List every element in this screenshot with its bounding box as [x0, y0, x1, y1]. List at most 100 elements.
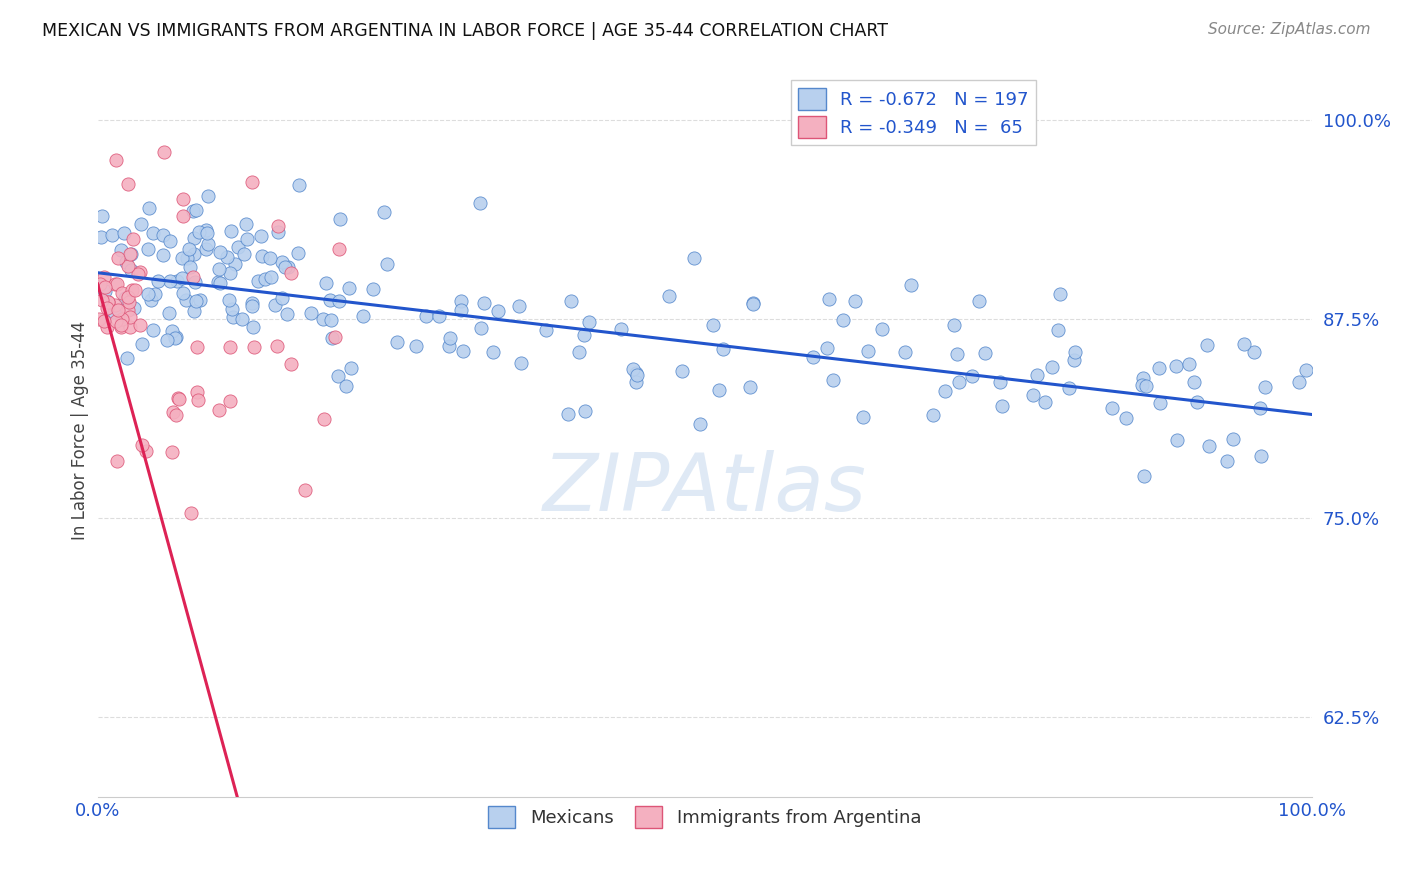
- Point: [122, 301, 145, 315]
- Point: [621, 361, 644, 376]
- Point: [121, 283, 143, 297]
- Point: [187, 392, 209, 407]
- Point: [105, 454, 128, 468]
- Point: [1288, 375, 1310, 389]
- Point: [319, 293, 342, 308]
- Point: [942, 318, 965, 332]
- Point: [578, 315, 600, 329]
- Point: [209, 245, 232, 260]
- Point: [89, 277, 111, 292]
- Point: [138, 201, 160, 215]
- Point: [115, 351, 138, 366]
- Point: [131, 337, 153, 351]
- Point: [120, 263, 142, 277]
- Point: [115, 254, 138, 268]
- Point: [129, 218, 152, 232]
- Point: [218, 293, 240, 307]
- Point: [190, 293, 212, 308]
- Point: [94, 279, 117, 293]
- Point: [427, 309, 450, 323]
- Point: [1222, 432, 1244, 446]
- Point: [319, 313, 342, 327]
- Point: [110, 244, 132, 258]
- Point: [90, 209, 112, 223]
- Point: [568, 344, 591, 359]
- Point: [103, 305, 125, 319]
- Point: [299, 306, 322, 320]
- Point: [165, 330, 187, 344]
- Point: [1130, 378, 1153, 392]
- Point: [105, 277, 128, 291]
- Point: [377, 257, 399, 271]
- Point: [117, 290, 139, 304]
- Point: [1249, 401, 1271, 416]
- Point: [264, 298, 287, 312]
- Point: [228, 240, 250, 254]
- Point: [96, 301, 118, 316]
- Point: [186, 385, 208, 400]
- Point: [159, 274, 181, 288]
- Point: [852, 410, 875, 425]
- Point: [186, 340, 208, 354]
- Point: [1149, 395, 1171, 409]
- Point: [87, 280, 110, 294]
- Point: [242, 319, 264, 334]
- Point: [224, 257, 246, 271]
- Point: [172, 286, 194, 301]
- Point: [107, 251, 129, 265]
- Point: [960, 369, 983, 384]
- Point: [557, 408, 579, 422]
- Point: [560, 294, 582, 309]
- Point: [184, 202, 207, 217]
- Point: [135, 443, 157, 458]
- Point: [894, 345, 917, 359]
- Point: [218, 267, 240, 281]
- Point: [373, 205, 395, 219]
- Point: [974, 346, 997, 360]
- Point: [450, 294, 472, 309]
- Point: [671, 364, 693, 378]
- Point: [922, 408, 945, 422]
- Point: [187, 225, 209, 239]
- Text: Source: ZipAtlas.com: Source: ZipAtlas.com: [1208, 22, 1371, 37]
- Point: [1026, 368, 1049, 383]
- Point: [1295, 363, 1317, 377]
- Point: [90, 293, 112, 308]
- Point: [143, 287, 166, 301]
- Point: [321, 331, 343, 345]
- Point: [482, 345, 505, 359]
- Point: [280, 358, 302, 372]
- Point: [120, 247, 142, 261]
- Point: [118, 310, 141, 325]
- Point: [170, 270, 193, 285]
- Point: [266, 219, 288, 234]
- Point: [120, 247, 142, 261]
- Point: [335, 379, 357, 393]
- Point: [176, 251, 198, 265]
- Point: [1135, 379, 1157, 393]
- Point: [1216, 454, 1239, 468]
- Point: [328, 242, 350, 256]
- Point: [387, 334, 409, 349]
- Point: [288, 178, 311, 192]
- Point: [90, 230, 112, 244]
- Point: [259, 252, 281, 266]
- Point: [93, 270, 115, 285]
- Point: [742, 297, 765, 311]
- Point: [148, 274, 170, 288]
- Point: [1198, 438, 1220, 452]
- Point: [236, 232, 259, 246]
- Point: [823, 373, 845, 387]
- Point: [195, 222, 218, 236]
- Point: [122, 232, 145, 246]
- Point: [240, 299, 263, 313]
- Point: [1040, 359, 1063, 374]
- Point: [128, 318, 150, 333]
- Point: [195, 226, 218, 240]
- Point: [240, 296, 263, 310]
- Point: [155, 334, 177, 348]
- Point: [329, 212, 352, 227]
- Point: [94, 284, 117, 298]
- Point: [195, 242, 218, 256]
- Point: [453, 344, 475, 359]
